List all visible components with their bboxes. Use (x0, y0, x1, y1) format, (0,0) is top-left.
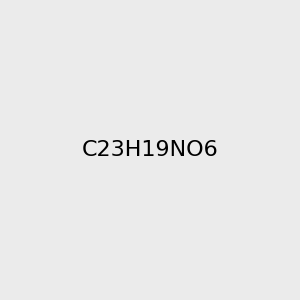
Text: C23H19NO6: C23H19NO6 (82, 140, 218, 160)
